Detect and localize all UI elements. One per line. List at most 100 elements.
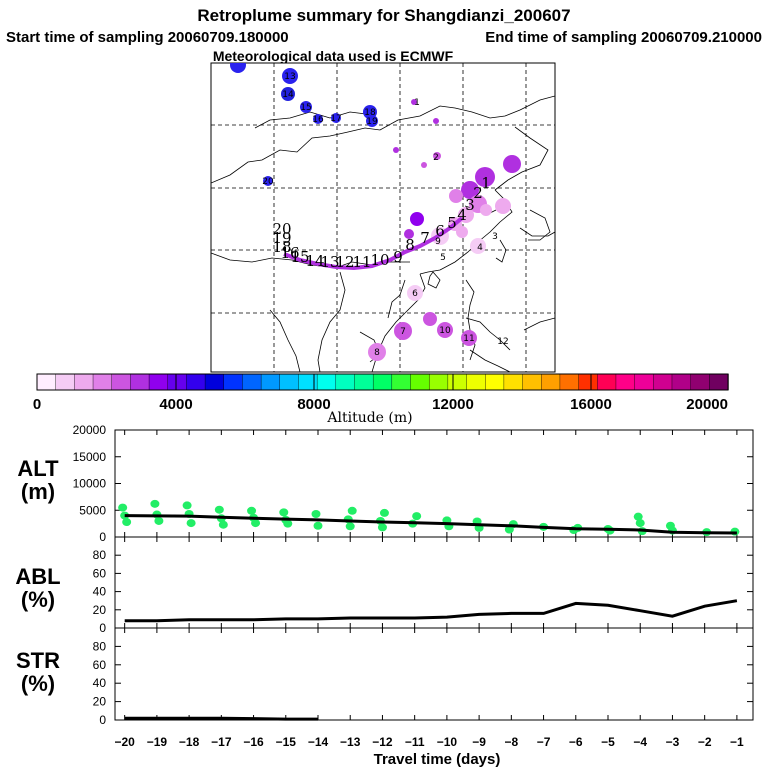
day-marker-label: 11	[463, 334, 474, 344]
plume-dot	[495, 198, 511, 214]
day-marker-label: 1	[414, 98, 420, 108]
colorbar-cell	[578, 373, 598, 391]
colorbar-cell	[503, 373, 524, 391]
day-marker-label: 12	[497, 337, 508, 347]
day-marker-label: 4	[477, 243, 483, 253]
alt-point	[311, 509, 321, 518]
x-tick-label: −14	[308, 735, 329, 749]
x-tick-label: −15	[276, 735, 297, 749]
trajectory-label: 18	[272, 238, 291, 256]
alt-ytick-label: 5000	[79, 503, 106, 517]
figure-title: Retroplume summary for Shangdianzi_20060…	[197, 6, 570, 25]
str-ytick-label: 80	[93, 639, 107, 653]
start-time-label: Start time of sampling 20060709.180000	[6, 29, 289, 46]
colorbar-cell	[485, 373, 505, 391]
trajectory-label: 4	[457, 206, 467, 224]
alt-point	[120, 511, 130, 520]
colorbar-cell	[428, 373, 449, 391]
colorbar-cell	[260, 373, 281, 391]
abl-ytick-label: 40	[93, 585, 107, 599]
abl-xticks	[124, 537, 738, 628]
abl-line	[124, 599, 738, 623]
day-marker-label: 8	[374, 348, 380, 358]
alt-point	[377, 523, 387, 532]
str-panel-label: STR	[16, 648, 60, 673]
day-marker-label: 6	[412, 289, 418, 299]
x-axis-tick-labels: −20 −19 −18 −17 −16 −15 −14 −13 −12 −11 −10 −9 −8 −7 −…	[114, 735, 744, 749]
plume-dot	[410, 212, 424, 226]
x-tick-label: −13	[340, 735, 361, 749]
trajectory-label: 14	[305, 252, 324, 270]
alt-point	[251, 519, 261, 528]
alt-point	[504, 525, 514, 534]
colorbar-cell	[410, 373, 430, 391]
x-tick-label: −18	[179, 735, 200, 749]
plume-dot	[230, 63, 246, 73]
abl-panel-unit: (%)	[21, 587, 55, 612]
str-ytick-label: 60	[93, 658, 107, 672]
colorbar-cell	[522, 373, 542, 391]
x-tick-label: −20	[114, 735, 135, 749]
day-marker-label: 15	[300, 103, 311, 113]
trajectory-label: 10	[370, 251, 389, 269]
plume-dot	[433, 118, 439, 124]
x-tick-label: −12	[372, 735, 393, 749]
colorbar-cell	[36, 373, 57, 391]
plume-dot	[475, 167, 495, 187]
x-tick-label: −8	[504, 735, 518, 749]
x-tick-label: −6	[569, 735, 583, 749]
alt-point	[412, 512, 422, 521]
alt-point	[283, 519, 293, 528]
day-marker-label: 19	[366, 117, 378, 127]
x-tick-label: −7	[537, 735, 551, 749]
alt-point	[218, 520, 228, 529]
trajectory-label: 1	[481, 174, 491, 192]
end-time-label: End time of sampling 20060709.210000	[485, 29, 762, 46]
plume-dot	[456, 226, 468, 238]
alt-point	[279, 508, 289, 517]
x-tick-label: −1	[730, 735, 744, 749]
day-marker-label: 10	[439, 326, 451, 336]
alt-point	[313, 521, 323, 530]
plume-dot	[433, 152, 441, 160]
alt-point	[150, 499, 160, 508]
colorbar-tick-20000: 20000	[686, 396, 728, 413]
colorbar-title: Altitude (m)	[326, 410, 412, 426]
alt-point	[247, 506, 257, 515]
alt-point	[633, 512, 643, 521]
x-tick-label: −2	[698, 735, 712, 749]
abl-yticks: 80 60 40 20 0	[93, 548, 753, 635]
x-tick-label: −17	[211, 735, 232, 749]
str-ytick-label: 40	[93, 676, 107, 690]
trajectory-label: 6	[435, 222, 445, 240]
alt-panel: ALT (m) 20000 15000 10000 5000 0	[17, 423, 754, 544]
day-marker-label: 9	[435, 237, 441, 247]
day-marker-label: 14	[282, 90, 294, 100]
plume-dot	[437, 322, 453, 338]
abl-ytick-label: 0	[99, 621, 106, 635]
plume-dot	[421, 162, 427, 168]
alt-ytick-label: 15000	[73, 450, 107, 464]
alt-panel-unit: (m)	[21, 479, 55, 504]
colorbar-cell	[74, 373, 94, 391]
colorbar-cell	[167, 373, 188, 391]
colorbar-cell	[354, 373, 374, 391]
plume-dot	[411, 99, 417, 105]
colorbar-cell	[559, 373, 580, 391]
colorbar-cell	[316, 373, 337, 391]
plume-dot	[480, 204, 492, 216]
trajectory-label: 16	[280, 244, 299, 262]
str-ytick-label: 0	[99, 713, 106, 727]
alt-point	[214, 505, 224, 514]
trajectory-label: 2	[473, 184, 483, 202]
plume-dot	[366, 115, 378, 127]
colorbar-cell	[298, 373, 318, 391]
plume-dot	[503, 155, 521, 173]
colorbar-cell	[615, 373, 636, 391]
colorbar-cell	[709, 373, 729, 391]
alt-panel-label: ALT	[17, 456, 59, 481]
colorbar-cell	[186, 373, 206, 391]
colorbar-cell	[597, 373, 617, 391]
